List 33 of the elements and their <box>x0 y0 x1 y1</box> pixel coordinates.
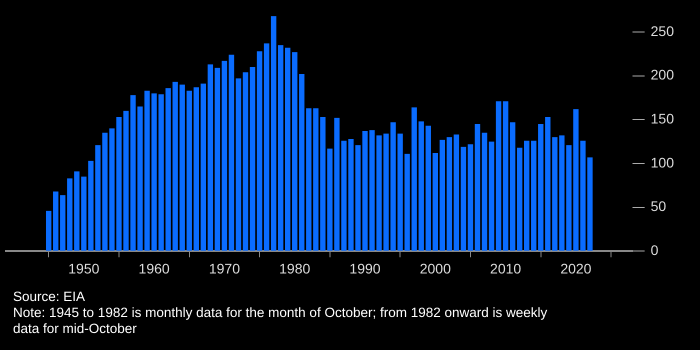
x-tick-label: 1950 <box>68 260 100 276</box>
x-tick-label: 2000 <box>420 260 452 276</box>
x-tick-label: 1990 <box>349 260 381 276</box>
bar <box>482 132 488 251</box>
bar <box>488 142 494 251</box>
bar <box>130 95 136 251</box>
y-tick-label: 200 <box>650 66 674 83</box>
y-tick-label: 100 <box>650 154 674 170</box>
bar <box>369 130 375 251</box>
bar <box>474 124 480 251</box>
bar <box>362 131 368 251</box>
bar <box>228 54 234 251</box>
bar <box>348 138 354 251</box>
bar <box>242 72 248 251</box>
y-tick-label: 50 <box>650 198 666 214</box>
text: Note: 1945 to 1982 is monthly data for the month of October; from 1982 onward is weekly data for mid-October <box>13 305 548 337</box>
bar <box>236 78 242 251</box>
bar <box>355 145 361 251</box>
bar <box>468 144 474 251</box>
x-tick-label: 1970 <box>208 260 240 276</box>
y-tick-label: 150 <box>650 110 674 127</box>
bar <box>109 128 115 251</box>
bar <box>587 157 593 251</box>
y-tick-label: 250 <box>650 22 674 39</box>
x-tick-label: 2010 <box>490 260 522 276</box>
source-note: Source: EIA <box>13 289 86 305</box>
x-tick-label: 1980 <box>279 260 310 276</box>
bar <box>250 67 256 251</box>
y-tick-label: 0 <box>650 242 659 258</box>
x-tick-label: 1960 <box>138 260 170 276</box>
x-tick-label: 2020 <box>560 260 592 276</box>
bar <box>123 110 129 251</box>
bar <box>116 117 122 251</box>
